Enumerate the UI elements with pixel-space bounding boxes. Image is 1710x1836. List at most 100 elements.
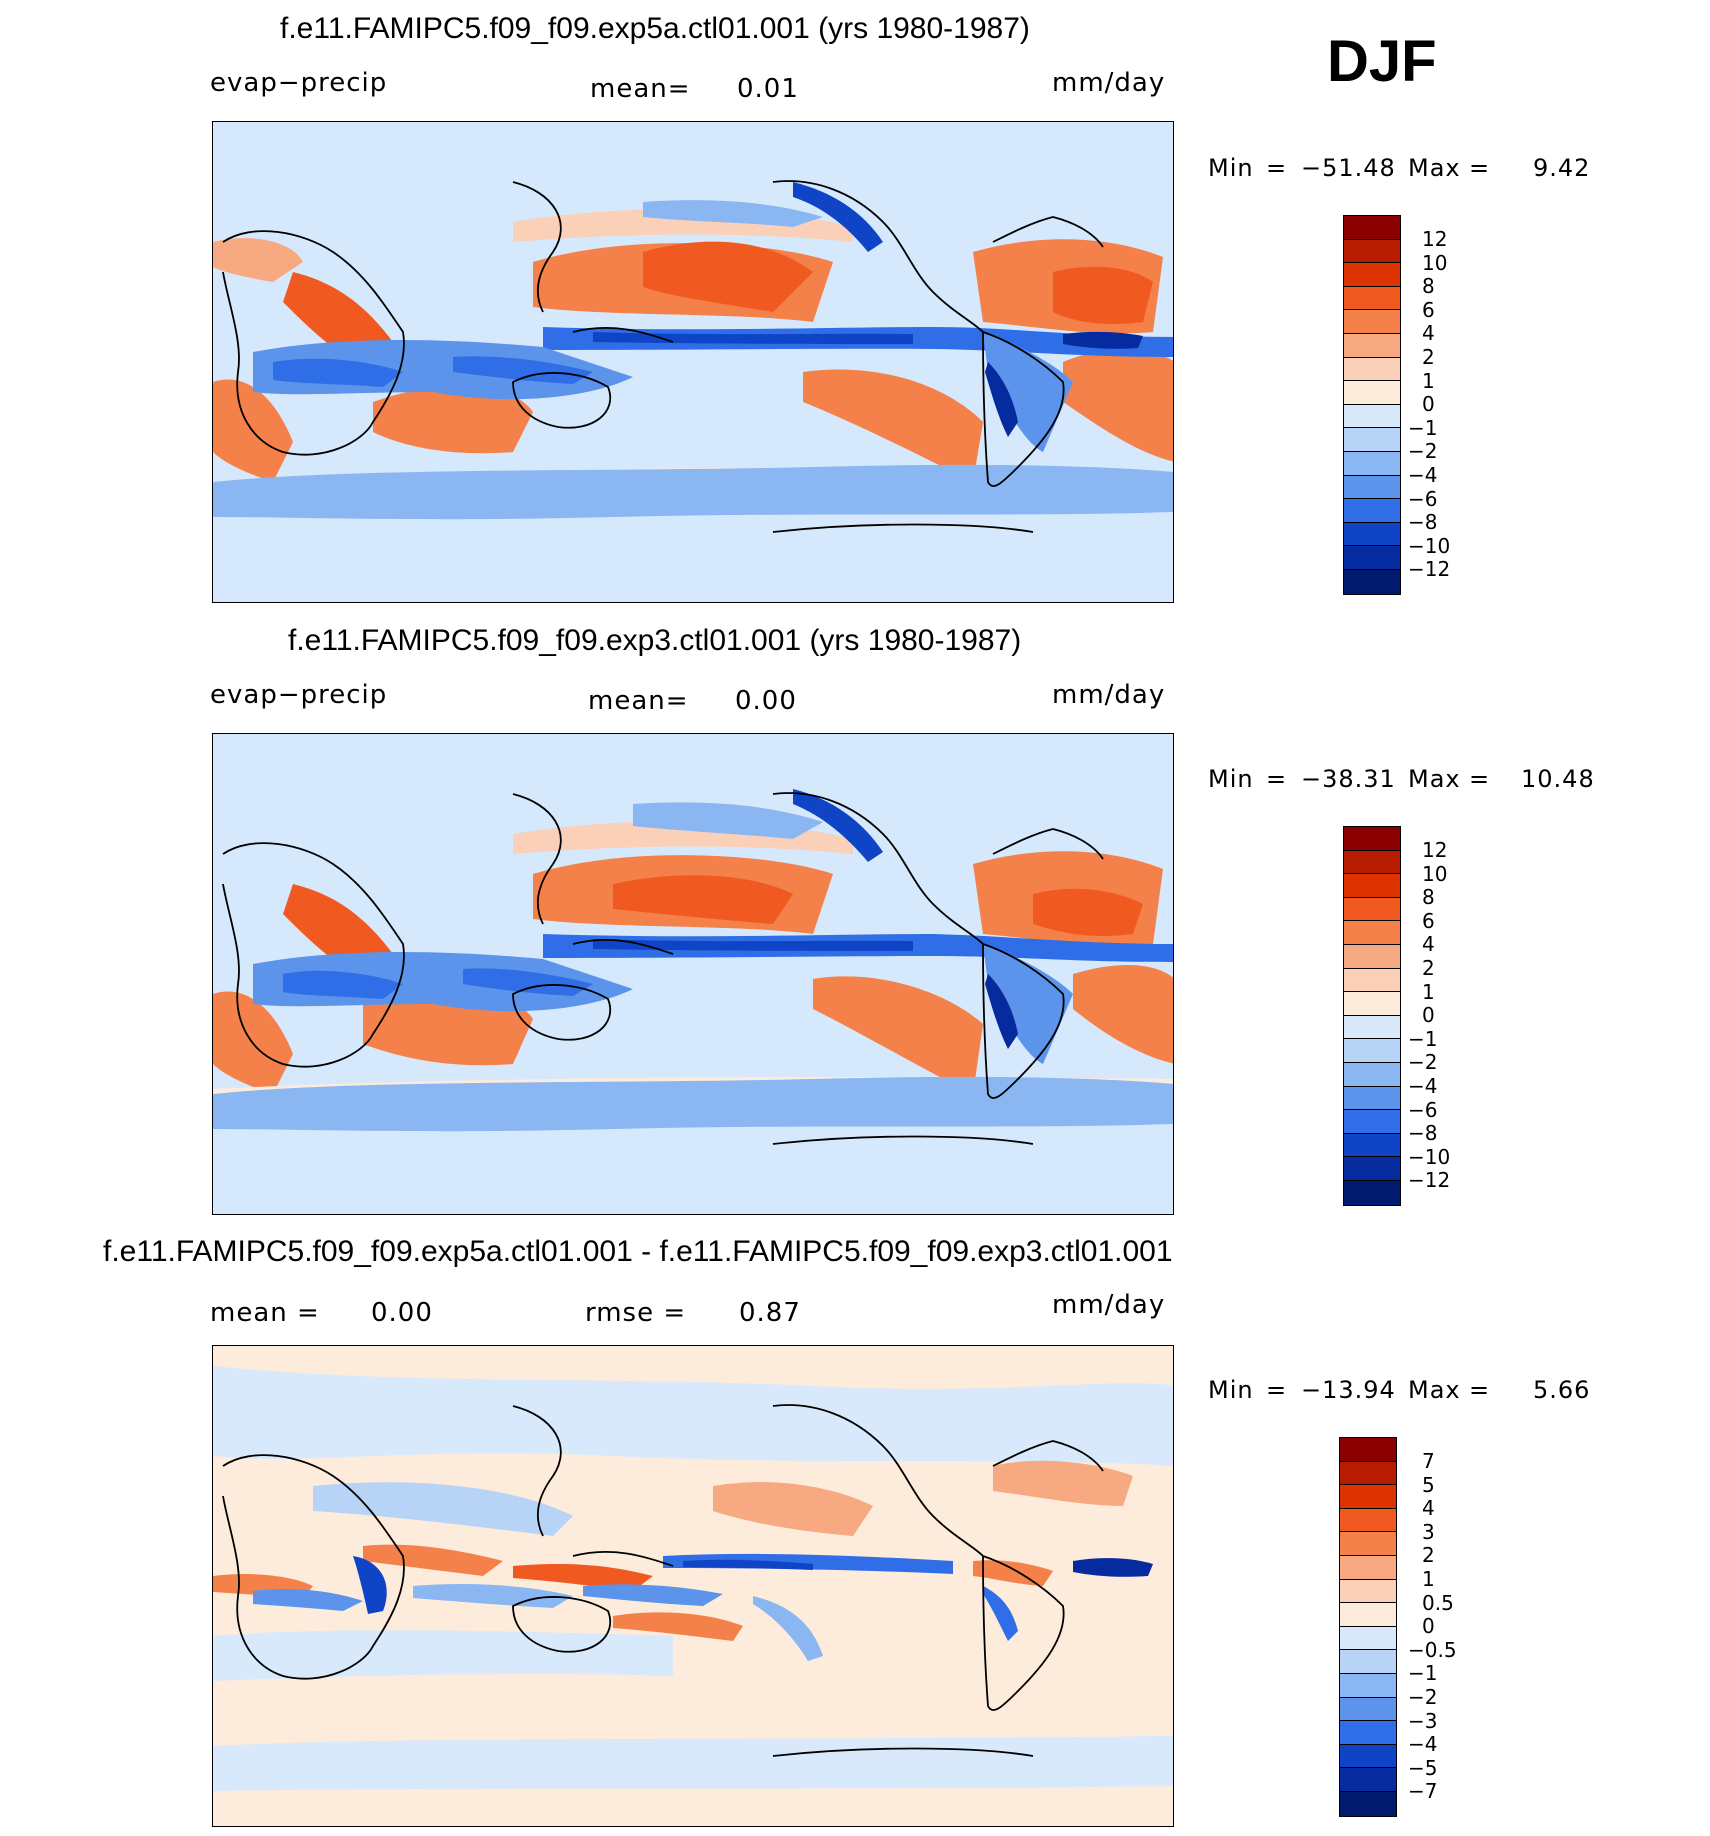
colorbar-swatch bbox=[1344, 451, 1400, 476]
panel2-min-eq: = bbox=[1266, 765, 1288, 793]
panel2-mean-label: mean= bbox=[588, 686, 689, 716]
colorbar-tick-label: 4 bbox=[1422, 1496, 1435, 1521]
colorbar-tick-label: 2 bbox=[1422, 956, 1435, 980]
colorbar-swatch bbox=[1340, 1791, 1396, 1816]
colorbar-tick-label: −8 bbox=[1408, 1121, 1438, 1146]
colorbar-swatch bbox=[1344, 992, 1400, 1016]
panel3-max-label: Max bbox=[1408, 1376, 1461, 1404]
panel1-min-label: Min bbox=[1208, 154, 1254, 182]
colorbar-tick-label: −4 bbox=[1408, 1074, 1438, 1098]
colorbar-tick-label: 12 bbox=[1422, 838, 1448, 862]
colorbar-swatch bbox=[1344, 381, 1400, 405]
colorbar-swatch bbox=[1340, 1555, 1396, 1580]
panel2-min-value: −38.31 bbox=[1301, 765, 1396, 793]
colorbar-swatch bbox=[1340, 1485, 1396, 1509]
colorbar-tick-label: −4 bbox=[1408, 1732, 1438, 1757]
colorbar-swatch bbox=[1344, 333, 1400, 358]
season-label: DJF bbox=[1327, 29, 1437, 94]
colorbar-swatch bbox=[1340, 1650, 1396, 1674]
panel1-max-value: 9.42 bbox=[1533, 154, 1591, 182]
colorbar-tick-label: −0.5 bbox=[1408, 1637, 1457, 1662]
colorbar-tick-label: −3 bbox=[1408, 1708, 1438, 1733]
colorbar-tick-label: −1 bbox=[1408, 1026, 1438, 1051]
colorbar-swatch bbox=[1344, 1015, 1400, 1040]
colorbar-tick-label: 12 bbox=[1422, 227, 1448, 251]
panel3-colorbar bbox=[1339, 1437, 1397, 1817]
colorbar-tick-label: 4 bbox=[1422, 321, 1435, 346]
colorbar-swatch bbox=[1344, 1110, 1400, 1134]
panel1-colorbar bbox=[1343, 215, 1401, 595]
panel1-max-eq: = bbox=[1469, 154, 1491, 182]
colorbar-tick-label: −1 bbox=[1408, 1661, 1438, 1686]
colorbar-swatch bbox=[1344, 499, 1400, 523]
panel2-colorbar bbox=[1343, 826, 1401, 1206]
panel3-mean-label: mean = bbox=[210, 1298, 320, 1328]
colorbar-tick-label: −5 bbox=[1408, 1755, 1438, 1780]
colorbar-tick-label: −10 bbox=[1408, 1144, 1451, 1169]
colorbar-tick-label: 10 bbox=[1422, 250, 1448, 275]
colorbar-tick-label: −10 bbox=[1408, 533, 1451, 558]
colorbar-tick-label: −2 bbox=[1408, 439, 1438, 464]
panel3-rmse-label: rmse = bbox=[585, 1298, 687, 1328]
panel1-mean-label: mean= bbox=[590, 74, 691, 104]
colorbar-tick-label: −8 bbox=[1408, 510, 1438, 535]
panel2-variable-label: evap−precip bbox=[210, 680, 388, 710]
colorbar-tick-label: 8 bbox=[1422, 885, 1435, 910]
panel2-min-label: Min bbox=[1208, 765, 1254, 793]
colorbar-tick-label: 8 bbox=[1422, 274, 1435, 299]
colorbar-tick-label: 1 bbox=[1422, 1567, 1435, 1591]
colorbar-tick-label: 7 bbox=[1422, 1449, 1435, 1473]
colorbar-swatch bbox=[1340, 1721, 1396, 1745]
colorbar-swatch bbox=[1340, 1768, 1396, 1792]
panel2-units: mm/day bbox=[1052, 680, 1166, 710]
colorbar-tick-label: −6 bbox=[1408, 486, 1438, 511]
colorbar-swatch bbox=[1344, 1039, 1400, 1063]
colorbar-tick-label: −2 bbox=[1408, 1685, 1438, 1709]
colorbar-tick-label: −6 bbox=[1408, 1097, 1438, 1122]
colorbar-swatch bbox=[1340, 1438, 1396, 1462]
colorbar-swatch bbox=[1344, 569, 1400, 594]
panel3-max-value: 5.66 bbox=[1533, 1376, 1591, 1404]
colorbar-tick-label: 1 bbox=[1422, 368, 1435, 393]
panel2-max-eq: = bbox=[1469, 765, 1491, 793]
colorbar-swatch bbox=[1340, 1603, 1396, 1627]
colorbar-swatch bbox=[1344, 428, 1400, 452]
colorbar-swatch bbox=[1344, 239, 1400, 264]
colorbar-swatch bbox=[1344, 263, 1400, 287]
colorbar-tick-label: 4 bbox=[1422, 932, 1435, 957]
colorbar-swatch bbox=[1340, 1579, 1396, 1604]
panel1-mean-value: 0.01 bbox=[737, 74, 799, 104]
colorbar-tick-label: 1 bbox=[1422, 979, 1435, 1004]
panel1-max-label: Max bbox=[1408, 154, 1461, 182]
colorbar-swatch bbox=[1344, 546, 1400, 570]
panel1-variable-label: evap−precip bbox=[210, 68, 388, 98]
colorbar-tick-label: 2 bbox=[1422, 345, 1435, 369]
panel2-title: f.e11.FAMIPC5.f09_f09.exp3.ctl01.001 (yr… bbox=[288, 624, 1022, 657]
colorbar-tick-label: −4 bbox=[1408, 463, 1438, 487]
colorbar-tick-label: −12 bbox=[1408, 557, 1451, 582]
colorbar-tick-label: 6 bbox=[1422, 297, 1435, 322]
panel2-max-label: Max bbox=[1408, 765, 1461, 793]
colorbar-swatch bbox=[1344, 216, 1400, 240]
colorbar-tick-label: −12 bbox=[1408, 1168, 1451, 1193]
panel3-min-eq: = bbox=[1266, 1376, 1288, 1404]
colorbar-swatch bbox=[1344, 921, 1400, 945]
colorbar-swatch bbox=[1344, 1180, 1400, 1205]
colorbar-swatch bbox=[1344, 874, 1400, 898]
colorbar-swatch bbox=[1340, 1744, 1396, 1769]
panel1-min-eq: = bbox=[1266, 154, 1288, 182]
colorbar-swatch bbox=[1344, 1157, 1400, 1181]
panel3-mean-value: 0.00 bbox=[371, 1298, 433, 1328]
colorbar-swatch bbox=[1344, 286, 1400, 311]
colorbar-swatch bbox=[1344, 1086, 1400, 1111]
panel3-rmse-value: 0.87 bbox=[739, 1298, 801, 1328]
colorbar-swatch bbox=[1340, 1626, 1396, 1651]
panel3-min-label: Min bbox=[1208, 1376, 1254, 1404]
panel3-map bbox=[212, 1345, 1174, 1827]
panel2-mean-value: 0.00 bbox=[735, 686, 797, 716]
panel1-units: mm/day bbox=[1052, 68, 1166, 98]
panel1-min-value: −51.48 bbox=[1301, 154, 1396, 182]
panel2-max-value: 10.48 bbox=[1521, 765, 1595, 793]
colorbar-tick-label: 6 bbox=[1422, 908, 1435, 933]
colorbar-swatch bbox=[1340, 1697, 1396, 1722]
